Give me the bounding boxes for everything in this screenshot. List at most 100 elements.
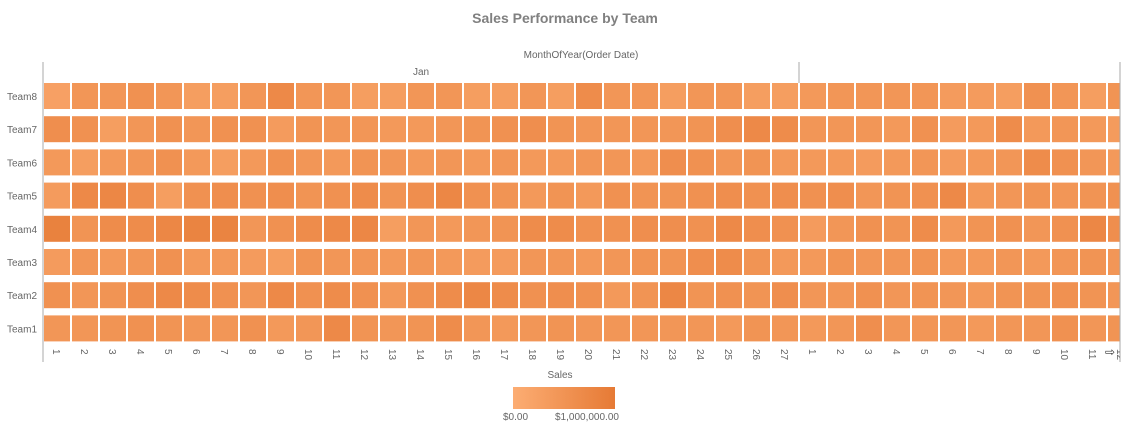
heatmap-cell[interactable] bbox=[520, 149, 546, 176]
heatmap-cell[interactable] bbox=[996, 282, 1022, 309]
heatmap-cell[interactable] bbox=[1024, 315, 1050, 342]
heatmap-cell[interactable] bbox=[716, 149, 742, 176]
heatmap-cell[interactable] bbox=[72, 249, 98, 275]
heatmap-cell[interactable] bbox=[884, 182, 910, 209]
heatmap-cell[interactable] bbox=[352, 182, 378, 209]
heatmap-cell[interactable] bbox=[548, 282, 574, 309]
heatmap-cell[interactable] bbox=[940, 116, 966, 143]
heatmap-cell[interactable] bbox=[856, 282, 882, 309]
heatmap-cell[interactable] bbox=[128, 116, 154, 143]
heatmap-cell[interactable] bbox=[184, 149, 210, 176]
heatmap-cell[interactable] bbox=[296, 215, 322, 242]
heatmap-cell[interactable] bbox=[436, 315, 462, 342]
heatmap-cell[interactable] bbox=[856, 249, 882, 275]
heatmap-cell[interactable] bbox=[156, 83, 182, 109]
heatmap-cell[interactable] bbox=[380, 116, 406, 143]
heatmap-cell[interactable] bbox=[856, 116, 882, 143]
heatmap-cell[interactable] bbox=[1108, 83, 1130, 109]
heatmap-cell[interactable] bbox=[912, 182, 938, 209]
heatmap-cell[interactable] bbox=[744, 249, 770, 275]
heatmap-cell[interactable] bbox=[212, 315, 238, 342]
heatmap-cell[interactable] bbox=[156, 282, 182, 309]
heatmap-cell[interactable] bbox=[100, 149, 126, 176]
heatmap-cell[interactable] bbox=[1052, 315, 1078, 342]
heatmap-cell[interactable] bbox=[324, 116, 350, 143]
heatmap-cell[interactable] bbox=[884, 83, 910, 109]
heatmap-cell[interactable] bbox=[604, 282, 630, 309]
heatmap-cell[interactable] bbox=[128, 83, 154, 109]
heatmap-cell[interactable] bbox=[44, 249, 70, 275]
heatmap-cell[interactable] bbox=[968, 282, 994, 309]
heatmap-cell[interactable] bbox=[464, 116, 490, 143]
heatmap-cell[interactable] bbox=[408, 149, 434, 176]
heatmap-cell[interactable] bbox=[800, 315, 826, 342]
heatmap-cell[interactable] bbox=[632, 83, 658, 109]
heatmap-cell[interactable] bbox=[212, 149, 238, 176]
heatmap-cell[interactable] bbox=[268, 116, 294, 143]
heatmap-cell[interactable] bbox=[548, 149, 574, 176]
heatmap-cell[interactable] bbox=[660, 116, 686, 143]
heatmap-cell[interactable] bbox=[268, 149, 294, 176]
heatmap-cell[interactable] bbox=[548, 182, 574, 209]
heatmap-cell[interactable] bbox=[324, 182, 350, 209]
heatmap-cell[interactable] bbox=[352, 116, 378, 143]
heatmap-cell[interactable] bbox=[240, 315, 266, 342]
heatmap-cell[interactable] bbox=[1024, 116, 1050, 143]
heatmap-cell[interactable] bbox=[296, 83, 322, 109]
heatmap-cell[interactable] bbox=[268, 83, 294, 109]
heatmap-cell[interactable] bbox=[492, 182, 518, 209]
heatmap-cell[interactable] bbox=[716, 282, 742, 309]
heatmap-cell[interactable] bbox=[884, 315, 910, 342]
heatmap-cell[interactable] bbox=[688, 282, 714, 309]
heatmap-cell[interactable] bbox=[1024, 83, 1050, 109]
heatmap-cell[interactable] bbox=[688, 149, 714, 176]
heatmap-cell[interactable] bbox=[324, 282, 350, 309]
heatmap-cell[interactable] bbox=[968, 116, 994, 143]
heatmap-cell[interactable] bbox=[380, 83, 406, 109]
heatmap-cell[interactable] bbox=[380, 282, 406, 309]
heatmap-cell[interactable] bbox=[716, 116, 742, 143]
heatmap-cell[interactable] bbox=[44, 83, 70, 109]
heatmap-cell[interactable] bbox=[296, 249, 322, 275]
heatmap-cell[interactable] bbox=[212, 215, 238, 242]
heatmap-cell[interactable] bbox=[688, 116, 714, 143]
heatmap-cell[interactable] bbox=[660, 215, 686, 242]
heatmap-cell[interactable] bbox=[408, 315, 434, 342]
heatmap-cell[interactable] bbox=[1108, 282, 1130, 309]
heatmap-cell[interactable] bbox=[240, 149, 266, 176]
heatmap-cell[interactable] bbox=[632, 149, 658, 176]
heatmap-cell[interactable] bbox=[996, 149, 1022, 176]
heatmap-cell[interactable] bbox=[660, 249, 686, 275]
heatmap-cell[interactable] bbox=[1108, 149, 1130, 176]
heatmap-cell[interactable] bbox=[800, 116, 826, 143]
heatmap-cell[interactable] bbox=[184, 282, 210, 309]
heatmap-cell[interactable] bbox=[156, 116, 182, 143]
heatmap-cell[interactable] bbox=[716, 83, 742, 109]
heatmap-cell[interactable] bbox=[436, 116, 462, 143]
heatmap-cell[interactable] bbox=[856, 83, 882, 109]
heatmap-cell[interactable] bbox=[828, 182, 854, 209]
heatmap-cell[interactable] bbox=[660, 282, 686, 309]
arrow-right-icon[interactable]: ⇨ bbox=[1105, 345, 1115, 359]
heatmap-cell[interactable] bbox=[772, 182, 798, 209]
heatmap-cell[interactable] bbox=[212, 282, 238, 309]
heatmap-cell[interactable] bbox=[632, 282, 658, 309]
heatmap-cell[interactable] bbox=[464, 249, 490, 275]
heatmap-cell[interactable] bbox=[352, 282, 378, 309]
heatmap-cell[interactable] bbox=[1080, 83, 1106, 109]
heatmap-cell[interactable] bbox=[576, 116, 602, 143]
heatmap-cell[interactable] bbox=[492, 215, 518, 242]
heatmap-cell[interactable] bbox=[436, 182, 462, 209]
heatmap-cell[interactable] bbox=[1080, 215, 1106, 242]
heatmap-cell[interactable] bbox=[1080, 282, 1106, 309]
heatmap-cell[interactable] bbox=[996, 182, 1022, 209]
heatmap-cell[interactable] bbox=[1052, 83, 1078, 109]
heatmap-cell[interactable] bbox=[940, 83, 966, 109]
heatmap-cell[interactable] bbox=[940, 315, 966, 342]
heatmap-cell[interactable] bbox=[912, 116, 938, 143]
heatmap-cell[interactable] bbox=[828, 149, 854, 176]
heatmap-cell[interactable] bbox=[296, 182, 322, 209]
heatmap-cell[interactable] bbox=[352, 83, 378, 109]
heatmap-cell[interactable] bbox=[184, 315, 210, 342]
heatmap-cell[interactable] bbox=[156, 315, 182, 342]
